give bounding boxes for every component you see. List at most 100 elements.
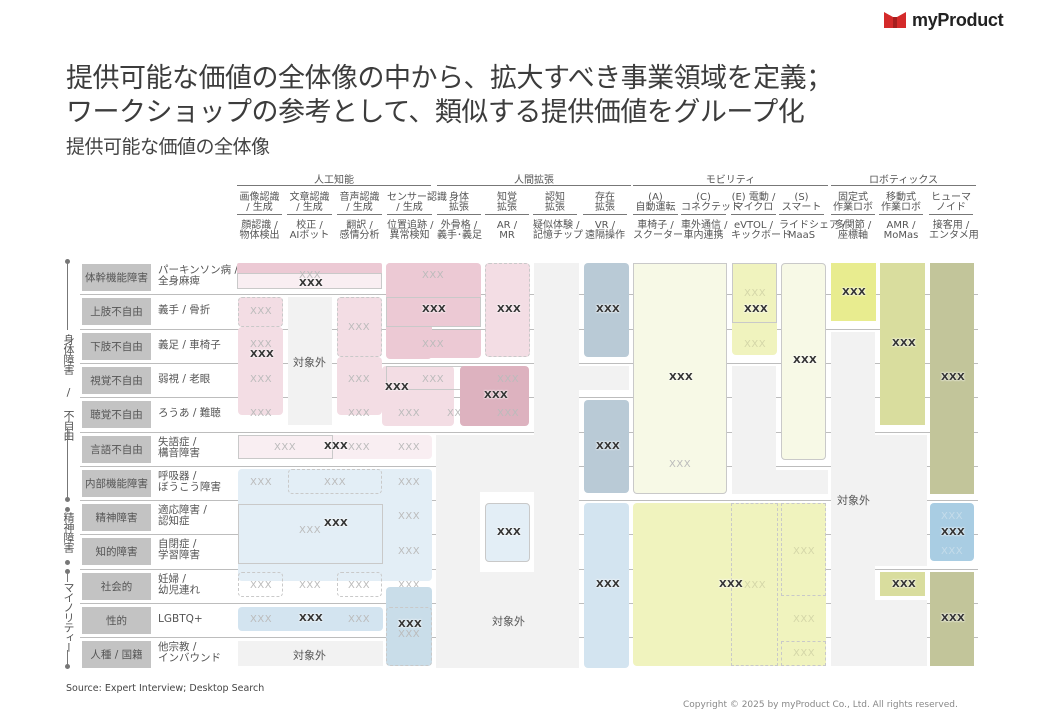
cell-highlight: XXX	[385, 382, 410, 393]
cell-highlight: XXX	[497, 527, 522, 538]
cell-block[interactable]	[337, 297, 382, 357]
column-header-line: 固定式	[838, 192, 868, 203]
column-subheader-line: 校正 /	[296, 220, 323, 231]
row-description: パーキンソン病 / 全身麻痺	[158, 265, 238, 287]
not-applicable-block	[238, 641, 383, 666]
cell-block[interactable]	[732, 263, 777, 355]
cell-placeholder: XXX	[669, 459, 692, 470]
column-subheader: 位置追跡 / 異常検知	[387, 221, 434, 245]
column-header-line: 拡張	[595, 202, 615, 213]
cell-placeholder: XXX	[398, 477, 421, 488]
cell-block[interactable]	[337, 572, 382, 597]
cell-block[interactable]	[238, 297, 283, 327]
cell-block[interactable]	[880, 263, 925, 425]
cell-block[interactable]	[238, 504, 383, 564]
column-header-line: 拡張	[449, 202, 469, 213]
column-subheader: 外骨格 / 義手･義足	[437, 221, 482, 245]
not-applicable-block	[875, 600, 927, 666]
copyright: Copyright © 2025 by myProduct Co., Ltd. …	[683, 700, 958, 710]
column-header: 知覚 拡張	[485, 191, 529, 215]
cell-placeholder: XXX	[398, 442, 421, 453]
cell-block[interactable]	[237, 273, 382, 289]
cell-block[interactable]	[880, 572, 925, 596]
cell-block[interactable]	[732, 263, 777, 323]
bow-tie-logo-icon	[884, 12, 906, 28]
category-dot	[65, 259, 70, 264]
cell-highlight: XXX	[324, 441, 349, 452]
cell-placeholder: XXX	[398, 629, 421, 640]
cell-placeholder: XXX	[447, 408, 470, 419]
cell-highlight: XXX	[596, 441, 621, 452]
category-label-mental: 精神障害	[62, 512, 75, 552]
column-header-line: 認知	[545, 192, 565, 203]
cell-block[interactable]	[288, 469, 382, 494]
cell-placeholder: XXX	[497, 408, 520, 419]
cell-block[interactable]	[386, 607, 432, 666]
column-header-line: 自動運転	[635, 202, 676, 213]
row-tag: 精神障害	[82, 504, 151, 531]
cell-block[interactable]	[584, 503, 629, 668]
cell-block[interactable]	[386, 297, 481, 327]
column-header-line: / 生成	[396, 202, 423, 213]
cell-block[interactable]	[237, 263, 382, 273]
cell-placeholder: XXX	[274, 442, 297, 453]
cell-block[interactable]	[386, 330, 481, 358]
cell-block[interactable]	[386, 587, 432, 666]
cell-placeholder: XXX	[793, 546, 816, 557]
column-subheader-line: ライドシェア /	[779, 220, 846, 231]
not-applicable-block	[534, 263, 579, 668]
column-header-line: 身体	[449, 192, 469, 203]
cell-placeholder: XXX	[497, 374, 520, 385]
row-description-line: 妊婦 /	[158, 573, 186, 585]
cell-block[interactable]	[930, 572, 974, 666]
cell-block[interactable]	[930, 263, 974, 494]
cell-block[interactable]	[781, 641, 826, 666]
cell-block[interactable]	[460, 366, 529, 426]
column-header-line: (C)	[696, 192, 711, 203]
cell-highlight: XXX	[299, 278, 324, 289]
cell-block[interactable]	[584, 263, 629, 357]
cell-block[interactable]	[731, 503, 778, 666]
cell-block[interactable]	[633, 263, 727, 494]
category-dot	[65, 569, 70, 574]
group-header-mobility: モビリティ	[633, 171, 828, 186]
cell-block[interactable]	[238, 435, 333, 459]
cell-block[interactable]	[584, 400, 629, 493]
cell-block[interactable]	[633, 503, 826, 666]
cell-block[interactable]	[485, 263, 530, 357]
row-tag: 内部機能障害	[82, 470, 151, 497]
cell-block[interactable]	[831, 263, 876, 321]
cell-block[interactable]	[238, 607, 383, 631]
row-description: 義足 / 車椅子	[158, 340, 221, 351]
cell-placeholder: XXX	[941, 511, 964, 522]
column-subheader-line: 接客用 /	[932, 220, 970, 231]
column-header-line: / 生成	[246, 202, 273, 213]
cell-block[interactable]	[485, 503, 530, 562]
row-description-line: 学習障害	[158, 549, 200, 561]
cell-block[interactable]	[781, 263, 826, 460]
cell-block[interactable]	[386, 263, 481, 300]
row-description: 適応障害 / 認知症	[158, 505, 207, 527]
cell-highlight: XXX	[842, 287, 867, 298]
column-header: 音声認識 / 生成	[337, 191, 382, 215]
cell-placeholder: XXX	[324, 477, 347, 488]
cell-block[interactable]	[930, 503, 974, 561]
row-description: 自閉症 / 学習障害	[158, 539, 200, 561]
page-title: 提供可能な価値の全体像の中から、拡大すべき事業領域を定義； ワークショップの参考…	[66, 62, 833, 130]
cell-block[interactable]	[238, 469, 432, 581]
cell-block[interactable]	[781, 503, 826, 596]
cell-block[interactable]	[337, 357, 382, 415]
cell-placeholder: XXX	[250, 614, 273, 625]
column-subheader: AR / MR	[485, 221, 529, 245]
column-header-line: / 生成	[296, 202, 323, 213]
row-description-line: 構音障害	[158, 447, 200, 459]
cell-block[interactable]	[238, 327, 283, 415]
column-subheader-line: AR /	[496, 220, 518, 231]
category-dot	[65, 507, 70, 512]
row-description-line: 認知症	[158, 515, 190, 527]
cell-block[interactable]	[382, 366, 454, 426]
column-header: (C) コネクテッド	[681, 191, 741, 215]
cell-block[interactable]	[238, 435, 432, 459]
column-subheader: 多関節 / 座標軸	[831, 221, 875, 245]
cell-block[interactable]	[238, 572, 283, 597]
